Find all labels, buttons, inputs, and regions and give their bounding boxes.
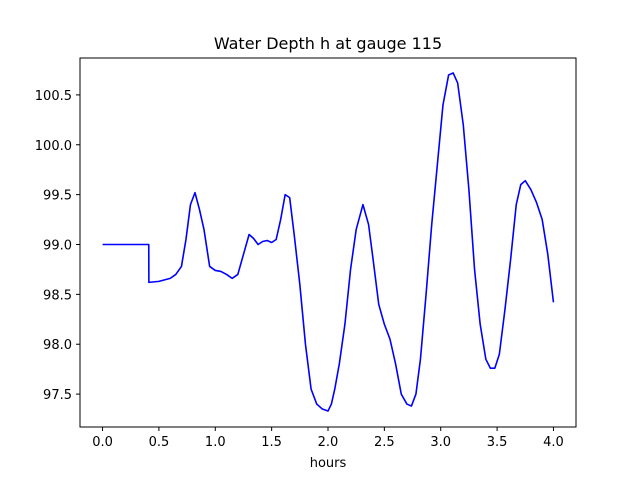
y-tick-label: 98.0: [43, 338, 72, 353]
series-line-0: [102, 72, 555, 412]
y-tick-label: 100.5: [35, 89, 72, 104]
x-tick-label: 0.5: [149, 435, 170, 450]
x-tick-label: 1.0: [205, 435, 226, 450]
y-tick-label: 98.5: [43, 288, 72, 303]
y-tick-label: 99.0: [43, 238, 72, 253]
x-tick-label: 3.5: [487, 435, 508, 450]
y-tick-label: 100.0: [35, 139, 72, 154]
x-axis: 0.0 0.5 1.0 1.5 2.0 2.5 3.0 3.5 4.0: [92, 427, 564, 450]
chart-title: Water Depth h at gauge 115: [214, 34, 442, 53]
x-tick-label: 3.0: [430, 435, 451, 450]
y-tick-label: 99.5: [43, 189, 72, 204]
y-tick-label: 97.5: [43, 388, 72, 403]
x-axis-label: hours: [310, 456, 347, 471]
y-axis: 97.5 98.0 98.5 99.0 99.5 100.0 100.5: [35, 89, 80, 403]
x-tick-label: 1.5: [261, 435, 282, 450]
x-tick-label: 0.0: [92, 435, 113, 450]
x-tick-label: 4.0: [543, 435, 564, 450]
x-tick-label: 2.5: [374, 435, 395, 450]
series-layer: [102, 72, 555, 412]
x-tick-label: 2.0: [318, 435, 339, 450]
